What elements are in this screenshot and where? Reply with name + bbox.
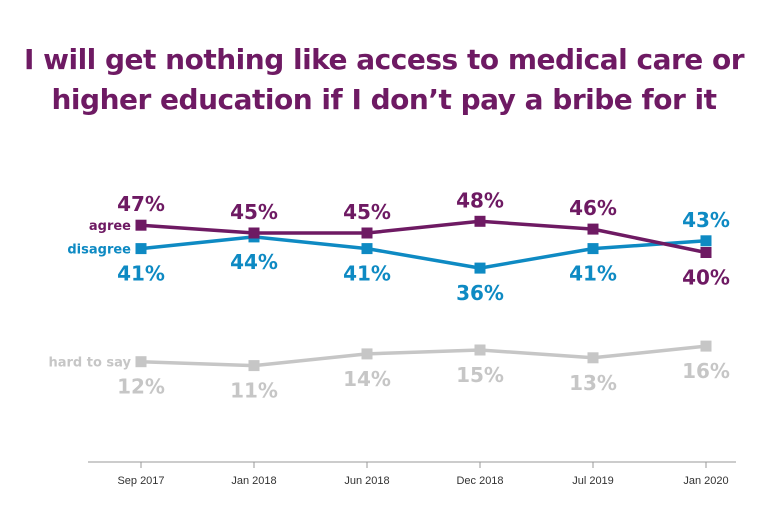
data-label-agree: 48%	[456, 188, 504, 212]
series-line-agree	[140, 219, 707, 255]
data-point-agree	[474, 215, 486, 227]
data-label-disagree: 44%	[230, 250, 278, 274]
data-point-disagree	[587, 243, 599, 255]
chart-title: I will get nothing like access to medica…	[0, 40, 768, 120]
chart-title-line-1: I will get nothing like access to medica…	[23, 43, 745, 76]
data-point-agree	[135, 219, 147, 231]
x-tick-label: Jul 2019	[572, 475, 614, 487]
data-label-agree: 46%	[569, 196, 617, 220]
data-point-agree	[248, 227, 260, 239]
series-name-label: disagree	[67, 243, 131, 258]
data-point-disagree	[361, 243, 373, 255]
data-point-hard-to-say	[361, 348, 373, 360]
data-label-hard-to-say: 13%	[569, 371, 617, 395]
data-point-agree	[361, 227, 373, 239]
data-label-agree: 45%	[230, 200, 278, 224]
data-point-hard-to-say	[700, 340, 712, 352]
data-label-disagree: 41%	[117, 262, 165, 286]
data-point-disagree	[474, 262, 486, 274]
x-tick-label: Jun 2018	[344, 475, 389, 487]
data-point-disagree	[135, 243, 147, 255]
data-label-hard-to-say: 12%	[117, 375, 165, 399]
series-name-label: hard to say	[48, 356, 131, 371]
data-label-agree: 40%	[682, 266, 730, 290]
data-label-hard-to-say: 14%	[343, 367, 391, 391]
data-point-agree	[587, 223, 599, 235]
x-tick-label: Sep 2017	[117, 475, 164, 487]
data-label-agree: 47%	[117, 192, 165, 216]
data-label-disagree: 43%	[682, 208, 730, 232]
data-point-agree	[700, 247, 712, 258]
data-label-hard-to-say: 16%	[682, 359, 730, 383]
x-tick-label: Jan 2018	[231, 475, 276, 487]
data-point-hard-to-say	[474, 344, 486, 356]
x-tick-label: Dec 2018	[456, 475, 503, 487]
series-name-label: agree	[89, 219, 131, 234]
data-point-hard-to-say	[587, 352, 599, 364]
data-label-disagree: 41%	[569, 262, 617, 286]
data-label-agree: 45%	[343, 200, 391, 224]
data-point-hard-to-say	[135, 356, 147, 368]
data-label-hard-to-say: 11%	[230, 379, 278, 403]
data-point-hard-to-say	[248, 360, 260, 372]
data-label-disagree: 41%	[343, 262, 391, 286]
x-tick-label: Jan 2020	[683, 475, 728, 487]
data-label-disagree: 36%	[456, 281, 504, 305]
data-point-disagree	[700, 235, 712, 247]
chart-title-line-2: higher education if I don’t pay a bribe …	[51, 83, 718, 116]
data-label-hard-to-say: 15%	[456, 363, 504, 387]
series-line-disagree	[140, 235, 707, 270]
series-line-hard-to-say	[140, 344, 707, 368]
